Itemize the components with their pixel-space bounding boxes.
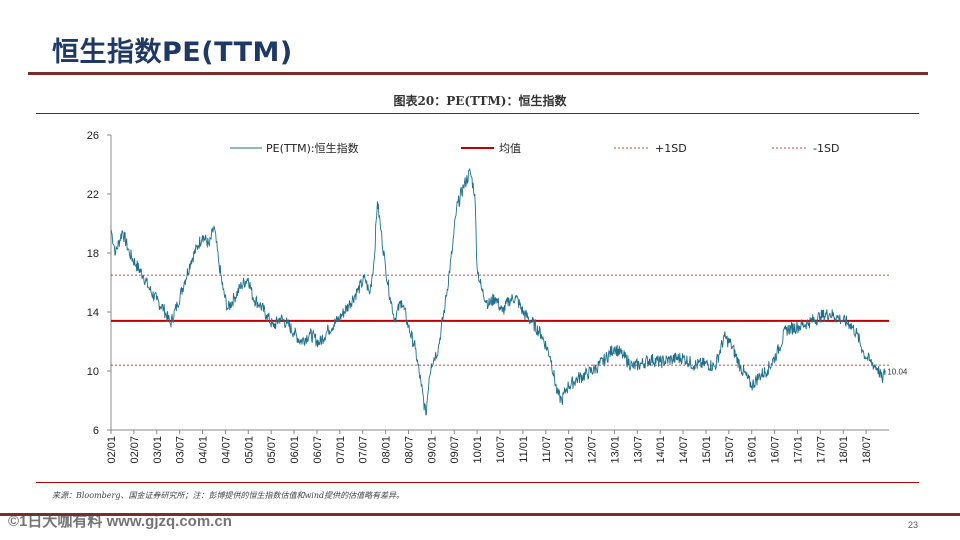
pe-series-line xyxy=(110,167,886,416)
chart-caption: 图表20：PE(TTM)：恒生指数 xyxy=(393,94,567,108)
series-end-label: 10.04 xyxy=(887,367,908,376)
chart-axes: 6 10 14 18 22 26 02/01 02/07 03/01 03/07 04/01 04/0… xyxy=(87,130,889,464)
title-rule xyxy=(28,72,928,75)
x-tick-label: 03/01 xyxy=(152,436,164,464)
x-tick-label: 09/07 xyxy=(449,436,461,464)
x-tick-label: 04/01 xyxy=(198,436,210,464)
x-tick-label: 05/01 xyxy=(243,436,255,464)
y-tick-label: 18 xyxy=(87,248,99,260)
x-tick-label: 03/07 xyxy=(175,436,187,464)
x-tick-label: 02/07 xyxy=(129,436,141,464)
x-tick-label: 14/07 xyxy=(678,436,690,464)
x-tick-label: 17/07 xyxy=(815,436,827,464)
x-tick-label: 05/07 xyxy=(266,436,278,464)
x-tick-label: 13/07 xyxy=(632,436,644,464)
chart-legend: PE(TTM):恒生指数 均值 +1SD -1SD xyxy=(230,141,839,155)
x-tick-label: 17/01 xyxy=(792,436,804,464)
legend-series-label: PE(TTM):恒生指数 xyxy=(266,141,359,155)
x-tick-label: 12/01 xyxy=(564,436,576,464)
x-tick-label: 18/07 xyxy=(861,436,873,464)
y-tick-label: 22 xyxy=(87,189,99,201)
x-tick-label: 10/07 xyxy=(495,436,507,464)
x-tick-label: 06/07 xyxy=(312,436,324,464)
y-tick-label: 10 xyxy=(87,366,99,378)
x-tick-label: 16/01 xyxy=(747,436,759,464)
x-tick-label: 13/01 xyxy=(609,436,621,464)
x-tick-label: 15/07 xyxy=(724,436,736,464)
y-tick-label: 14 xyxy=(87,307,99,319)
x-tick-label: 10/01 xyxy=(472,436,484,464)
page-number: 23 xyxy=(907,520,918,530)
x-tick-label: 18/01 xyxy=(838,436,850,464)
source-note: 来源：Bloomberg、国金证券研究所；注：彭博提供的恒生指数估值和wind提… xyxy=(52,491,405,500)
x-tick-label: 14/01 xyxy=(655,436,667,464)
chart-plot: 10.04 xyxy=(110,167,908,416)
y-tick-label: 6 xyxy=(93,425,99,437)
x-tick-label: 11/01 xyxy=(518,436,530,463)
y-tick-label: 26 xyxy=(87,130,99,142)
x-tick-label: 15/01 xyxy=(701,436,713,464)
caption-rule xyxy=(36,113,919,114)
legend-mean-label: 均值 xyxy=(499,142,521,155)
slide-title: 恒生指数PE(TTM) xyxy=(52,37,293,68)
x-tick-label: 12/07 xyxy=(587,436,599,464)
legend-minus-sd-label: -1SD xyxy=(813,142,839,155)
x-tick-label: 04/07 xyxy=(220,436,232,464)
x-tick-label: 16/07 xyxy=(770,436,782,464)
x-tick-label: 09/01 xyxy=(426,436,438,464)
x-tick-label: 07/07 xyxy=(358,436,370,464)
x-tick-label: 08/01 xyxy=(381,436,393,464)
x-tick-label: 06/01 xyxy=(289,436,301,464)
footer-rule xyxy=(0,513,960,516)
x-tick-label: 02/01 xyxy=(106,436,118,464)
x-tick-label: 08/07 xyxy=(403,436,415,464)
x-tick-label: 07/01 xyxy=(335,436,347,464)
watermark-logo: ©1日大咖有料 www.gjzq.com.cn xyxy=(8,513,232,530)
source-rule xyxy=(36,482,919,483)
legend-plus-sd-label: +1SD xyxy=(655,142,687,155)
x-tick-label: 11/07 xyxy=(541,436,553,463)
